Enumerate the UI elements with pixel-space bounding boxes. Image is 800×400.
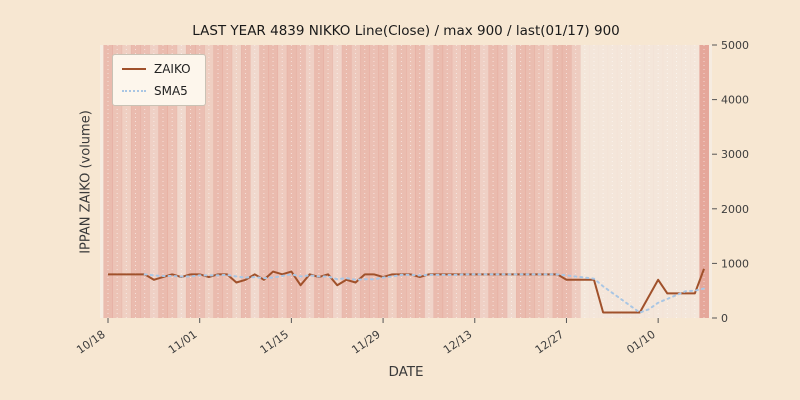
sma5-line	[143, 273, 705, 314]
y-tick-label: 4000	[721, 94, 749, 107]
vertical-gridlines	[107, 45, 705, 318]
sma5-line-swatch	[122, 90, 146, 92]
y-tick-label: 2000	[721, 203, 749, 216]
x-tick-label: 12/13	[441, 328, 474, 357]
legend-label-zaiko: ZAIKO	[154, 62, 191, 76]
legend-label-sma5: SMA5	[154, 84, 188, 98]
x-tick-label: 11/01	[166, 328, 199, 357]
x-tick-label: 01/10	[624, 328, 657, 357]
legend-item-sma5: SMA5	[122, 84, 191, 98]
x-tick-label: 11/15	[258, 328, 291, 357]
x-axis-label: DATE	[388, 364, 424, 380]
x-axis-ticks: 10/18 11/01 11/15 11/29 12/13 12/27 01/10	[74, 318, 659, 357]
zaiko-line-swatch	[122, 68, 146, 70]
y-tick-label: 1000	[721, 257, 749, 270]
x-tick-label: 10/18	[74, 328, 107, 357]
y-axis-ticks: 0 1000 2000 3000 4000 5000	[712, 39, 749, 325]
y-tick-label: 3000	[721, 148, 749, 161]
legend: ZAIKO SMA5	[112, 54, 206, 106]
y-tick-label: 0	[721, 312, 728, 325]
x-tick-label: 11/29	[349, 328, 382, 357]
legend-item-zaiko: ZAIKO	[122, 62, 191, 76]
y-tick-label: 5000	[721, 39, 749, 52]
chart-title: LAST YEAR 4839 NIKKO Line(Close) / max 9…	[192, 23, 620, 39]
x-tick-label: 12/27	[533, 328, 566, 357]
